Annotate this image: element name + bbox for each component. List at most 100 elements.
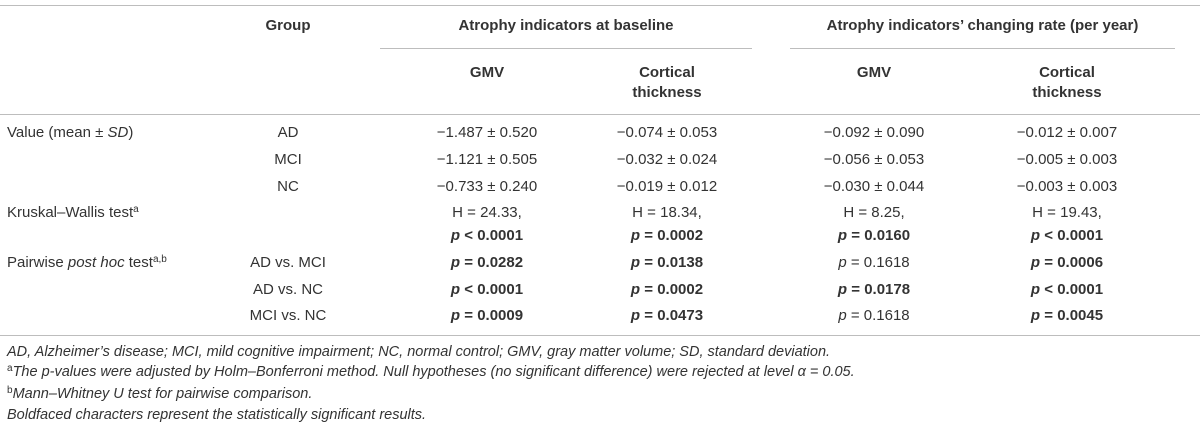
p-symbol: p	[630, 281, 641, 298]
p-symbol: p	[450, 281, 461, 298]
row-label-kw: Kruskal–Wallis testa	[7, 203, 139, 223]
kw-p-value: < 0.0001	[460, 227, 524, 244]
footnote-mark-a: a	[133, 204, 139, 215]
pw-p-value: = 0.0138	[640, 254, 704, 271]
pw-p-value: = 0.1618	[846, 254, 910, 271]
group-mci-vs-nc: MCI vs. NC	[249, 307, 327, 324]
header-bottom-rule	[0, 114, 1200, 115]
footnote-b: bMann–Whitney U test for pairwise compar…	[7, 384, 312, 404]
footnote-mark-ab: a,b	[152, 254, 167, 265]
pw-ad-mci-gmv-baseline: p = 0.0282	[387, 253, 587, 273]
pw-p-value: < 0.0001	[1040, 281, 1104, 298]
p-symbol: p	[1030, 281, 1041, 298]
pw-mci-nc-ct-baseline: p = 0.0473	[567, 306, 767, 326]
pw-ad-nc-ct-change: p < 0.0001	[967, 280, 1167, 300]
footnote-a-mark: a	[7, 363, 13, 374]
value-nc-gmv-change: −0.030 ± 0.044	[823, 178, 925, 195]
pw-p-value: = 0.0002	[640, 281, 704, 298]
group-ad: AD	[277, 124, 299, 141]
row-label-value-post: )	[128, 124, 134, 141]
pw-p-value: = 0.0009	[460, 307, 524, 324]
p-symbol: p	[450, 227, 461, 244]
kw-p-ct-baseline: p = 0.0002	[567, 226, 767, 246]
value-nc-gmv-baseline: −0.733 ± 0.240	[436, 178, 538, 195]
kw-h-ct-baseline: H = 18.34,	[632, 204, 702, 221]
pw-mci-nc-gmv-baseline: p = 0.0009	[387, 306, 587, 326]
group-mci: MCI	[274, 151, 302, 168]
footnote-b-text: Mann–Whitney U test for pairwise compari…	[12, 386, 313, 402]
col-header-change: Atrophy indicators’ changing rate (per y…	[826, 17, 1139, 34]
value-ad-ct-baseline: −0.074 ± 0.053	[616, 124, 718, 141]
p-symbol: p	[838, 254, 847, 271]
col-header-ct-change-1: Cortical	[1039, 64, 1095, 81]
pw-p-value: = 0.0045	[1040, 307, 1104, 324]
p-symbol: p	[1030, 227, 1041, 244]
footnote-abbreviations: AD, Alzheimer’s disease; MCI, mild cogni…	[7, 344, 831, 360]
p-symbol: p	[630, 307, 641, 324]
baseline-underline	[380, 48, 752, 49]
p-symbol: p	[837, 281, 848, 298]
col-header-gmv-baseline: GMV	[469, 64, 505, 81]
pw-p-value: = 0.0473	[640, 307, 704, 324]
value-mci-ct-baseline: −0.032 ± 0.024	[616, 151, 718, 168]
pw-p-value: = 0.0178	[847, 281, 911, 298]
footnote-bold: Boldfaced characters represent the stati…	[7, 407, 427, 423]
col-header-ct-change-2: thickness	[1032, 84, 1102, 101]
pw-ad-mci-gmv-change: p = 0.1618	[774, 253, 974, 273]
pw-ad-nc-gmv-baseline: p < 0.0001	[387, 280, 587, 300]
footnote-b-mark: b	[7, 385, 13, 396]
kw-p-value: = 0.0160	[847, 227, 911, 244]
value-nc-ct-baseline: −0.019 ± 0.012	[616, 178, 718, 195]
row-label-pw-post: test	[124, 254, 153, 271]
footnote-a: aThe p-values were adjusted by Holm–Bonf…	[7, 362, 855, 382]
pw-p-value: = 0.0282	[460, 254, 524, 271]
row-label-value: Value (mean ± SD)	[7, 123, 133, 143]
pw-ad-nc-ct-baseline: p = 0.0002	[567, 280, 767, 300]
pw-p-value: = 0.1618	[846, 307, 910, 324]
col-header-ct-baseline-1: Cortical	[639, 64, 695, 81]
p-symbol: p	[838, 307, 847, 324]
col-header-group: Group	[265, 17, 311, 34]
value-nc-ct-change: −0.003 ± 0.003	[1016, 178, 1118, 195]
col-header-baseline: Atrophy indicators at baseline	[458, 17, 674, 34]
pw-mci-nc-gmv-change: p = 0.1618	[774, 306, 974, 326]
kw-p-ct-change: p < 0.0001	[967, 226, 1167, 246]
col-header-ct-baseline-2: thickness	[632, 84, 702, 101]
p-symbol: p	[630, 254, 641, 271]
row-label-value-pre: Value (mean ±	[7, 124, 108, 141]
kw-p-gmv-change: p = 0.0160	[774, 226, 974, 246]
value-ad-gmv-change: −0.092 ± 0.090	[823, 124, 925, 141]
group-nc: NC	[277, 178, 299, 195]
footnote-a-text: The p-values were adjusted by Holm–Bonfe…	[12, 364, 855, 380]
row-label-value-sd: SD	[107, 124, 129, 141]
row-label-pw-it: post hoc	[67, 254, 125, 271]
p-symbol: p	[450, 254, 461, 271]
value-mci-ct-change: −0.005 ± 0.003	[1016, 151, 1118, 168]
p-symbol: p	[450, 307, 461, 324]
kw-p-gmv-baseline: p < 0.0001	[387, 226, 587, 246]
value-mci-gmv-baseline: −1.121 ± 0.505	[436, 151, 538, 168]
kw-p-value: < 0.0001	[1040, 227, 1104, 244]
group-ad-vs-mci: AD vs. MCI	[250, 254, 326, 271]
value-ad-ct-change: −0.012 ± 0.007	[1016, 124, 1118, 141]
kw-h-ct-change: H = 19.43,	[1032, 204, 1102, 221]
pw-ad-mci-ct-change: p = 0.0006	[967, 253, 1167, 273]
row-label-pw-pre: Pairwise	[7, 254, 68, 271]
kw-h-gmv-change: H = 8.25,	[843, 204, 905, 221]
top-rule	[0, 5, 1200, 6]
kw-p-value: = 0.0002	[640, 227, 704, 244]
change-underline	[790, 48, 1175, 49]
p-symbol: p	[1030, 254, 1041, 271]
pw-mci-nc-ct-change: p = 0.0045	[967, 306, 1167, 326]
pw-ad-mci-ct-baseline: p = 0.0138	[567, 253, 767, 273]
value-ad-gmv-baseline: −1.487 ± 0.520	[436, 124, 538, 141]
group-ad-vs-nc: AD vs. NC	[252, 281, 323, 298]
kw-h-gmv-baseline: H = 24.33,	[452, 204, 522, 221]
bottom-rule	[0, 335, 1200, 336]
value-mci-gmv-change: −0.056 ± 0.053	[823, 151, 925, 168]
p-symbol: p	[630, 227, 641, 244]
pw-p-value: = 0.0006	[1040, 254, 1104, 271]
pw-p-value: < 0.0001	[460, 281, 524, 298]
col-header-gmv-change: GMV	[856, 64, 892, 81]
p-symbol: p	[1030, 307, 1041, 324]
